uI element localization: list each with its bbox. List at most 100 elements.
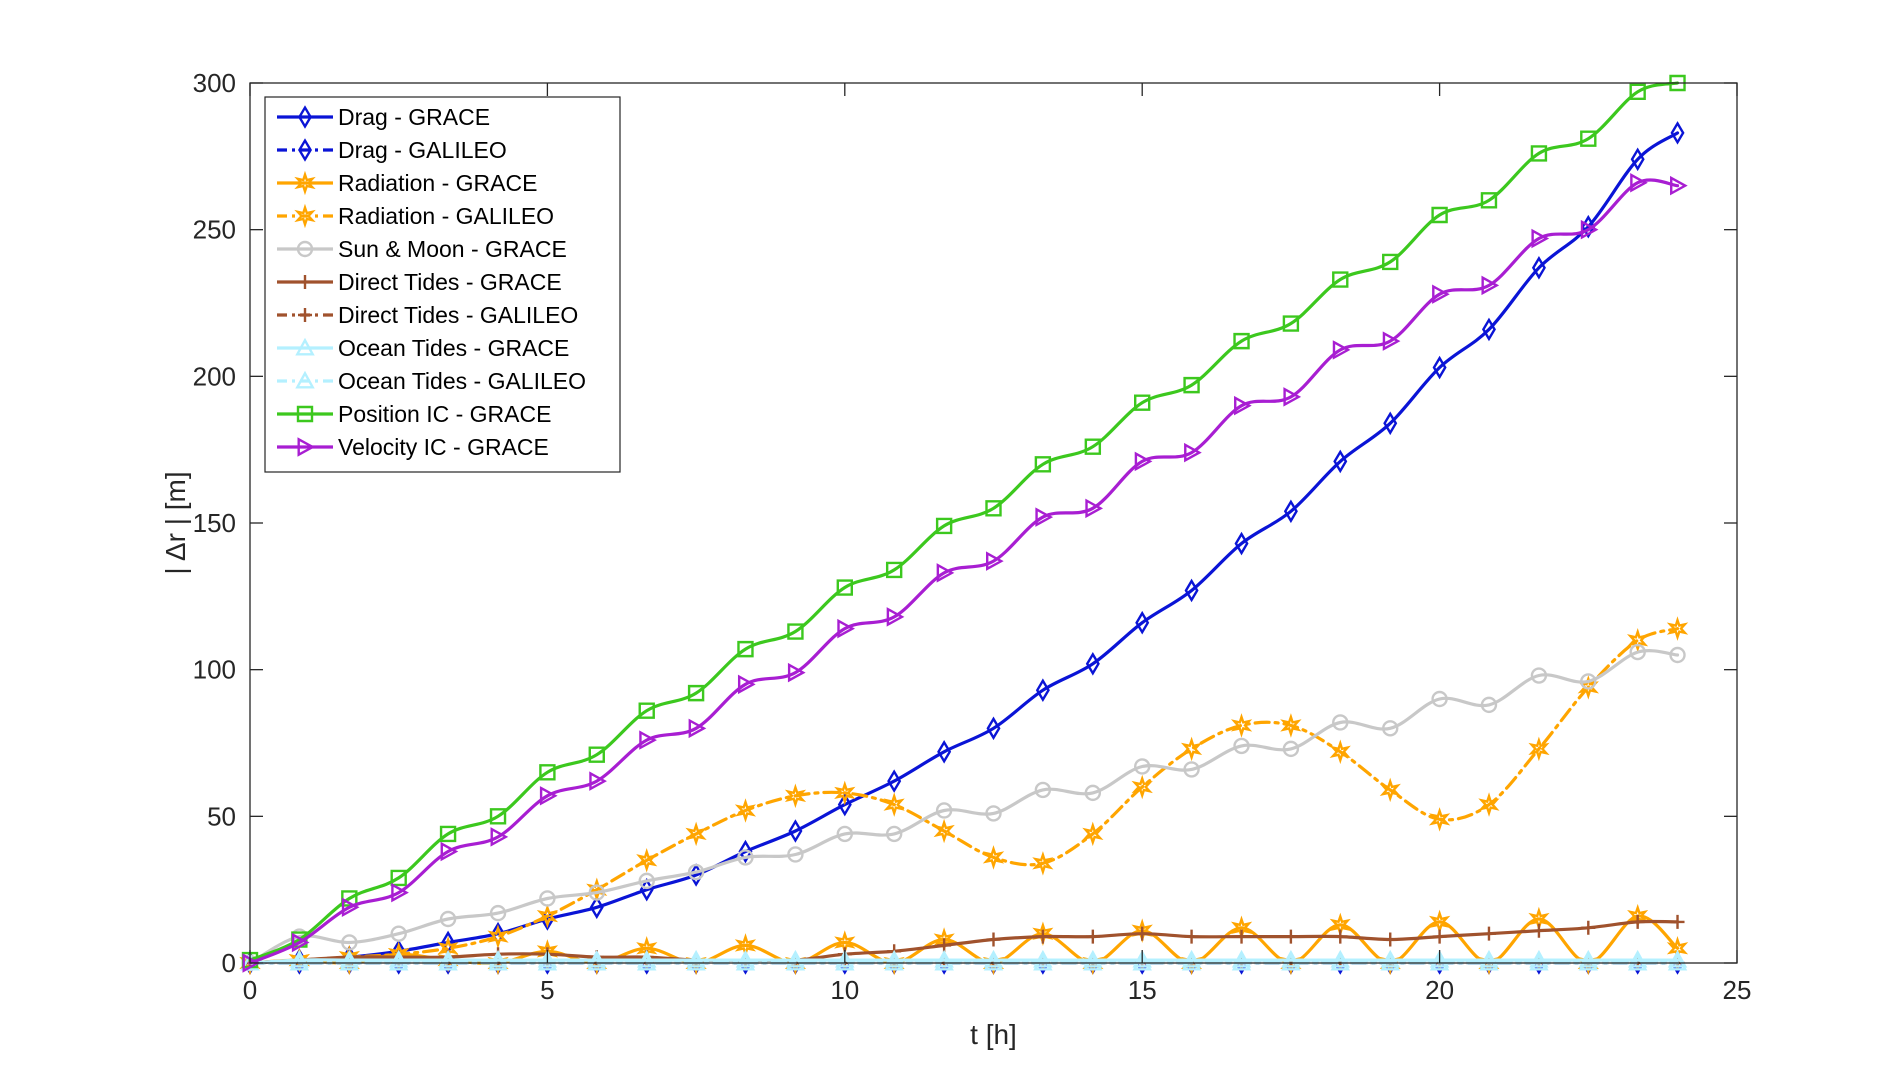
- legend-label: Sun & Moon - GRACE: [338, 236, 567, 262]
- data-point: [787, 623, 804, 640]
- data-point: [439, 825, 457, 843]
- data-point: [1480, 696, 1498, 714]
- legend-marker: [298, 138, 312, 162]
- data-point: [490, 827, 509, 847]
- data-point: [1480, 192, 1498, 209]
- legend-marker: [294, 170, 316, 196]
- data-point: [242, 953, 261, 973]
- series-9: [241, 74, 1686, 969]
- data-point: [291, 932, 310, 953]
- legend-marker: [297, 437, 316, 457]
- data-point: [1332, 714, 1349, 731]
- data-point: [539, 786, 558, 806]
- legend-entry: Radiation - GRACE: [277, 170, 537, 196]
- data-point: [986, 716, 1001, 741]
- data-point: [982, 845, 1005, 870]
- legend-label: Direct Tides - GALILEO: [338, 302, 578, 328]
- legend-marker: [298, 105, 312, 129]
- data-point: [1332, 271, 1349, 288]
- series-line-4: [248, 649, 1680, 965]
- data-point: [837, 792, 852, 817]
- data-point: [637, 952, 657, 971]
- data-point: [1234, 531, 1249, 556]
- data-point: [390, 869, 407, 887]
- x-tick-label: 25: [1723, 975, 1752, 1005]
- data-point: [1667, 949, 1688, 968]
- legend-entry: Ocean Tides - GALILEO: [277, 368, 586, 394]
- data-point: [589, 771, 607, 791]
- y-tick-label: 300: [193, 68, 236, 98]
- data-point: [1670, 175, 1688, 196]
- data-point: [884, 952, 904, 971]
- data-point: [737, 640, 754, 658]
- data-point: [735, 952, 756, 971]
- data-point: [638, 702, 655, 719]
- data-point: [687, 863, 705, 881]
- legend-marker: [296, 405, 314, 423]
- data-point: [1133, 758, 1151, 775]
- data-point: [638, 872, 655, 890]
- data-point: [440, 841, 459, 862]
- data-point: [1380, 949, 1400, 968]
- data-point: [587, 952, 607, 971]
- data-point: [837, 618, 855, 639]
- data-point: [784, 783, 807, 809]
- data-point: [1529, 949, 1549, 968]
- data-point: [1082, 821, 1104, 847]
- data-point: [1330, 952, 1350, 971]
- data-point: [289, 952, 310, 971]
- data-point: [688, 718, 707, 739]
- x-tick-label: 10: [830, 975, 859, 1005]
- data-point: [1429, 952, 1450, 971]
- data-point: [1330, 949, 1350, 968]
- data-point: [391, 882, 409, 903]
- data-point: [1578, 952, 1599, 971]
- data-point: [1333, 929, 1348, 944]
- data-point: [985, 805, 1002, 822]
- data-point: [834, 780, 856, 806]
- data-point: [734, 798, 757, 823]
- data-point: [438, 949, 458, 968]
- data-point: [588, 746, 605, 763]
- data-point: [1032, 851, 1054, 876]
- x-axis-label: t [h]: [970, 1019, 1017, 1050]
- data-point: [636, 848, 658, 873]
- x-tick-label: 5: [540, 975, 554, 1005]
- data-point: [438, 952, 458, 971]
- data-point: [1626, 628, 1649, 653]
- data-point: [883, 792, 905, 817]
- data-point: [1479, 952, 1499, 971]
- data-point: [737, 849, 754, 866]
- data-point: [1181, 949, 1202, 968]
- data-point: [1382, 253, 1399, 271]
- data-point: [985, 500, 1002, 517]
- data-point: [835, 949, 855, 968]
- data-point: [1181, 952, 1202, 971]
- data-point: [1033, 949, 1053, 968]
- data-point: [1282, 740, 1300, 758]
- data-point: [836, 825, 853, 843]
- data-point: [1282, 315, 1300, 332]
- data-point: [685, 821, 707, 847]
- data-point: [639, 730, 657, 750]
- data-point: [1669, 646, 1686, 664]
- data-point: [1479, 949, 1499, 968]
- y-tick-label: 250: [193, 215, 236, 245]
- legend-marker: [298, 275, 312, 289]
- data-point: [933, 818, 955, 844]
- data-point: [1630, 147, 1645, 172]
- data-point: [886, 607, 905, 627]
- data-point: [587, 949, 607, 968]
- data-point: [787, 662, 806, 683]
- data-point: [1669, 74, 1686, 92]
- series-line-3: [248, 627, 1680, 965]
- legend: Drag - GRACE Drag - GALILEO Radiation - GR…: [264, 96, 621, 473]
- data-point: [1084, 438, 1102, 455]
- data-point: [1382, 720, 1399, 737]
- data-point: [1531, 228, 1550, 249]
- legend-label: Drag - GRACE: [338, 104, 490, 130]
- data-point: [1184, 578, 1199, 603]
- data-point: [1481, 926, 1496, 941]
- data-point: [390, 925, 407, 942]
